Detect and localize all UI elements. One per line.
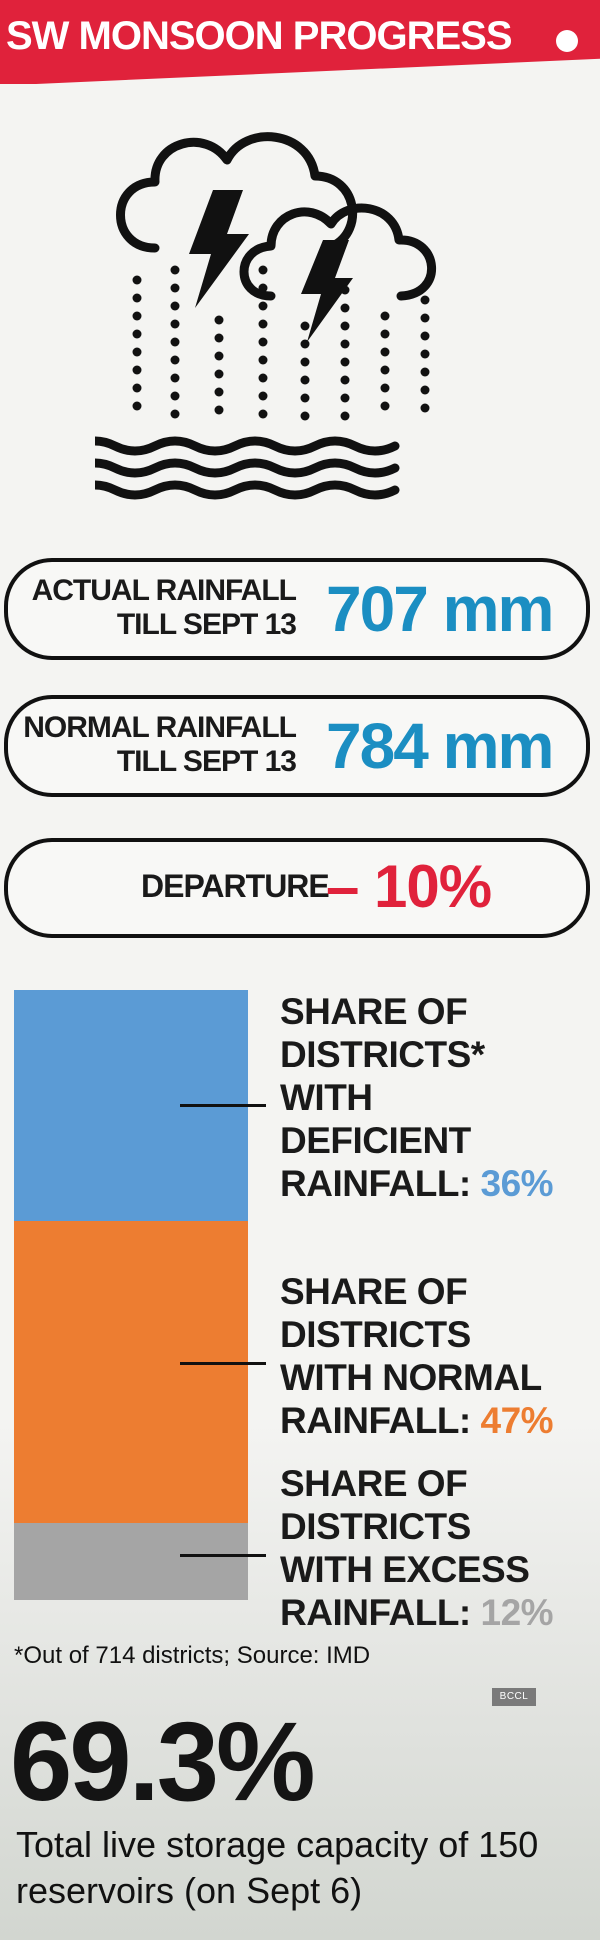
rain-drop bbox=[300, 339, 310, 349]
lightning-icon bbox=[189, 190, 353, 342]
rain-drop bbox=[340, 285, 350, 295]
rain-drop bbox=[170, 283, 180, 293]
share-percent: 36% bbox=[480, 1163, 554, 1204]
rain-drop bbox=[380, 347, 390, 357]
rain-drop bbox=[214, 387, 224, 397]
rain-icon bbox=[132, 265, 430, 421]
bccl-watermark: BCCL bbox=[492, 1688, 536, 1706]
rain-drop bbox=[170, 409, 180, 419]
storage-value: 69.3% bbox=[10, 1699, 316, 1824]
leader-line bbox=[180, 1362, 266, 1365]
rain-drop bbox=[132, 347, 142, 357]
rain-drop bbox=[340, 321, 350, 331]
footnote: *Out of 714 districts; Source: IMD bbox=[14, 1642, 371, 1669]
share-label-line: DISTRICTS bbox=[280, 1314, 471, 1355]
rain-drop bbox=[380, 311, 390, 321]
departure-label: DEPARTURE bbox=[141, 868, 330, 904]
rain-drop bbox=[420, 403, 430, 413]
normal-rainfall-card: NORMAL RAINFALL TILL SEPT 13 784 mm bbox=[4, 695, 590, 797]
rain-drop bbox=[300, 375, 310, 385]
rain-drop bbox=[300, 393, 310, 403]
normal-rainfall-label-1: NORMAL RAINFALL bbox=[23, 711, 297, 744]
share-label-line: WITH NORMAL bbox=[280, 1357, 542, 1398]
rain-drop bbox=[258, 319, 268, 329]
rain-drop bbox=[214, 315, 224, 325]
leader-line bbox=[180, 1104, 266, 1107]
rain-drop bbox=[132, 401, 142, 411]
actual-rainfall-card: ACTUAL RAINFALL TILL SEPT 13 707 mm bbox=[4, 558, 590, 660]
rain-drop bbox=[132, 293, 142, 303]
rain-drop bbox=[340, 375, 350, 385]
page-title: SW MONSOON PROGRESS bbox=[6, 14, 512, 58]
share-label-line: DISTRICTS* bbox=[280, 1034, 485, 1075]
actual-rainfall-label-2: TILL SEPT 13 bbox=[116, 608, 297, 641]
rain-drop bbox=[300, 321, 310, 331]
rain-drop bbox=[170, 391, 180, 401]
storage-description: Total live storage capacity of 150 reser… bbox=[16, 1824, 539, 1911]
rain-drop bbox=[258, 391, 268, 401]
rain-drop bbox=[258, 355, 268, 365]
header-dot-icon bbox=[556, 30, 578, 52]
storm-cloud-icon bbox=[95, 132, 436, 500]
rain-drop bbox=[340, 357, 350, 367]
rain-drop bbox=[420, 367, 430, 377]
rain-drop bbox=[214, 369, 224, 379]
rain-drop bbox=[214, 351, 224, 361]
rain-drop bbox=[258, 409, 268, 419]
rain-drop bbox=[340, 339, 350, 349]
share-label-line: RAINFALL: 36% bbox=[280, 1163, 554, 1204]
rain-drop bbox=[170, 373, 180, 383]
rain-drop bbox=[132, 275, 142, 285]
rain-drop bbox=[340, 303, 350, 313]
rain-drop bbox=[214, 333, 224, 343]
rain-drop bbox=[420, 313, 430, 323]
departure-card: DEPARTURE – 10% bbox=[4, 838, 590, 938]
rain-drop bbox=[258, 265, 268, 275]
rain-drop bbox=[214, 405, 224, 415]
rain-drop bbox=[170, 301, 180, 311]
rain-drop bbox=[300, 357, 310, 367]
cloud-right-outline bbox=[239, 203, 436, 301]
share-label-line: SHARE OF bbox=[280, 991, 468, 1032]
rain-drop bbox=[380, 365, 390, 375]
actual-rainfall-label-1: ACTUAL RAINFALL bbox=[31, 574, 297, 607]
rain-drop bbox=[132, 365, 142, 375]
rain-drop bbox=[170, 355, 180, 365]
rain-drop bbox=[258, 373, 268, 383]
rain-drop bbox=[420, 385, 430, 395]
rain-drop bbox=[380, 329, 390, 339]
share-label-normal: SHARE OF DISTRICTS WITH NORMAL RAINFALL: 47… bbox=[280, 1270, 590, 1442]
departure-value: – 10% bbox=[326, 853, 492, 920]
rain-drop bbox=[132, 311, 142, 321]
rain-drop bbox=[300, 411, 310, 421]
rain-drop bbox=[132, 329, 142, 339]
rain-drop bbox=[340, 393, 350, 403]
rain-drop bbox=[170, 319, 180, 329]
share-label-deficient: SHARE OF DISTRICTS* WITH DEFICIENT RAINFALL:… bbox=[280, 990, 590, 1205]
rain-drop bbox=[132, 383, 142, 393]
rain-drop bbox=[380, 401, 390, 411]
normal-rainfall-value: 784 mm bbox=[326, 710, 554, 782]
bar-segment-deficient bbox=[14, 990, 248, 1221]
rain-drop bbox=[258, 301, 268, 311]
rain-drop bbox=[340, 411, 350, 421]
rain-drop bbox=[420, 295, 430, 305]
rain-drop bbox=[258, 337, 268, 347]
actual-rainfall-value: 707 mm bbox=[326, 573, 554, 645]
rain-drop bbox=[170, 337, 180, 347]
rain-drop bbox=[420, 349, 430, 359]
cloud-left-outline bbox=[116, 132, 358, 253]
water-waves-icon bbox=[95, 436, 400, 500]
normal-rainfall-label-2: TILL SEPT 13 bbox=[116, 745, 297, 778]
share-label-line: WITH bbox=[280, 1077, 373, 1118]
rain-drop bbox=[258, 283, 268, 293]
rain-drop bbox=[420, 331, 430, 341]
rain-drop bbox=[380, 383, 390, 393]
rain-drop bbox=[170, 265, 180, 275]
share-label-line: SHARE OF bbox=[280, 1271, 468, 1312]
share-label-line: DEFICIENT bbox=[280, 1120, 471, 1161]
